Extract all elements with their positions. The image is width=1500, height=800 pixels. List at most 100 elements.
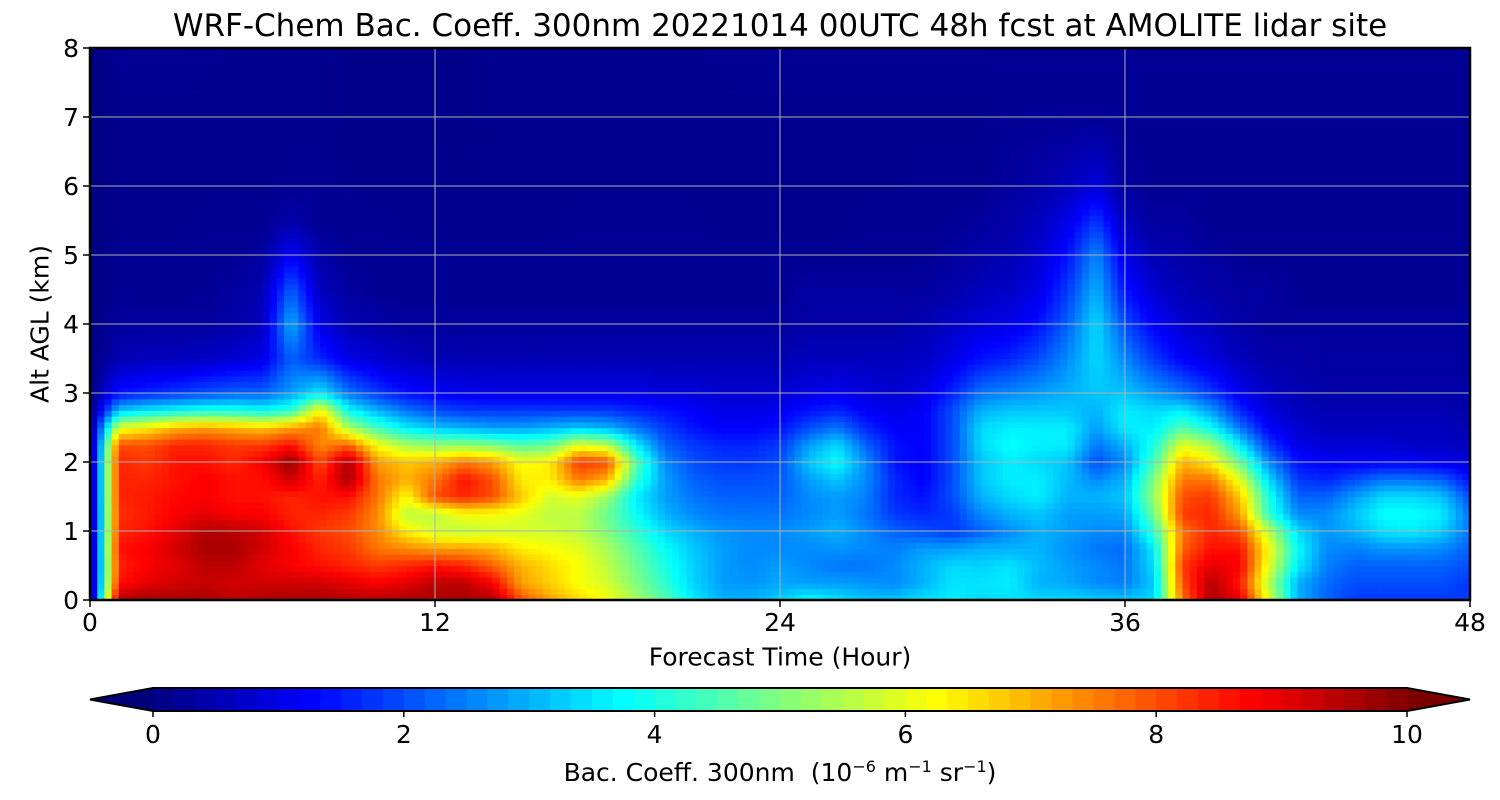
heatmap-cell [593,502,601,509]
heatmap-cell [808,594,817,600]
heatmap-cell [1089,548,1097,555]
heatmap-cell [1283,473,1291,480]
heatmap-cell [212,485,220,492]
heatmap-cell [1175,473,1184,480]
heatmap-cell [758,490,767,498]
heatmap-cell [420,479,429,486]
heatmap-cell [197,536,206,544]
colorbar-unit-exp2: −1 [908,756,932,776]
heatmap-cell [348,577,357,584]
heatmap-cell [1110,554,1119,561]
heatmap-cell [104,577,113,584]
heatmap-cell [1405,531,1414,538]
heatmap-cell [916,490,925,498]
heatmap-cell [1448,462,1457,469]
heatmap-cell [823,571,831,578]
heatmap-cell [514,456,522,463]
heatmap-cell [1455,577,1464,584]
heatmap-cell [593,473,601,480]
heatmap-cell [248,485,256,492]
heatmap-cell [1426,513,1435,521]
heatmap-cell [686,490,695,498]
heatmap-cell [406,513,415,521]
heatmap-cell [255,536,264,544]
heatmap-cell [355,565,364,572]
heatmap-cell [327,450,335,457]
heatmap-cell [1355,513,1363,521]
heatmap-cell [492,542,501,549]
heatmap-cell [269,462,278,469]
heatmap-cell [1232,496,1241,503]
heatmap-cell [650,594,659,600]
heatmap-cell [1376,462,1385,469]
heatmap-cell [995,490,1004,498]
heatmap-cell [1232,467,1241,475]
heatmap-cell [1089,490,1097,498]
heatmap-cell [1326,525,1335,532]
heatmap-cell [485,450,494,457]
heatmap-cell [643,571,652,578]
heatmap-cell [1426,548,1435,555]
heatmap-cell [240,508,249,515]
heatmap-cell [1412,473,1421,480]
heatmap-cell [729,496,738,503]
heatmap-cell [1146,577,1155,584]
heatmap-cell [140,542,149,549]
heatmap-cell [341,565,350,572]
heatmap-cell [1319,456,1327,463]
heatmap-cell [801,513,810,521]
heatmap-cell [1362,467,1370,475]
heatmap-cell [621,588,630,595]
heatmap-cell [550,571,558,578]
heatmap-cell [1268,508,1277,515]
heatmap-cell [772,456,781,463]
heatmap-cell [1462,548,1470,555]
heatmap-cell [614,577,623,584]
heatmap-cell [492,450,501,457]
heatmap-cell [665,565,673,572]
heatmap-cell [492,513,501,521]
heatmap-cell [1060,519,1069,526]
heatmap-cell [1434,473,1442,480]
heatmap-cell [370,467,379,475]
heatmap-cell [880,519,889,526]
heatmap-cell [815,496,824,503]
heatmap-cell [672,467,680,475]
heatmap-cell [1211,462,1220,469]
heatmap-cell [578,479,587,486]
heatmap-cell [348,531,357,538]
heatmap-cell [197,525,206,532]
heatmap-cell [823,496,831,503]
heatmap-cell [1031,565,1040,572]
heatmap-cell [672,456,680,463]
heatmap-cell [456,467,465,475]
heatmap-cell [1175,588,1184,595]
heatmap-cell [140,496,149,503]
heatmap-cell [621,513,630,521]
heatmap-cell [1455,565,1464,572]
heatmap-cell [190,490,199,498]
heatmap-cell [686,502,695,509]
heatmap-cell [859,513,867,521]
heatmap-cell [801,490,810,498]
heatmap-cell [700,554,709,561]
heatmap-cell [866,502,875,509]
heatmap-cell [621,450,630,457]
heatmap-cell [391,473,400,480]
heatmap-cell [1304,473,1313,480]
heatmap-cell [478,536,486,544]
heatmap-cell [1275,496,1284,503]
heatmap-cell [823,531,831,538]
heatmap-cell [715,542,724,549]
heatmap-cell [205,588,213,595]
heatmap-cell [959,496,968,503]
heatmap-cell [966,594,975,600]
heatmap-cell [988,594,997,600]
heatmap-cell [1189,479,1198,486]
heatmap-cell [133,519,141,526]
heatmap-cell [154,502,163,509]
heatmap-cell [363,490,371,498]
heatmap-cell [190,513,199,521]
heatmap-cell [938,582,946,590]
heatmap-cell [463,571,472,578]
